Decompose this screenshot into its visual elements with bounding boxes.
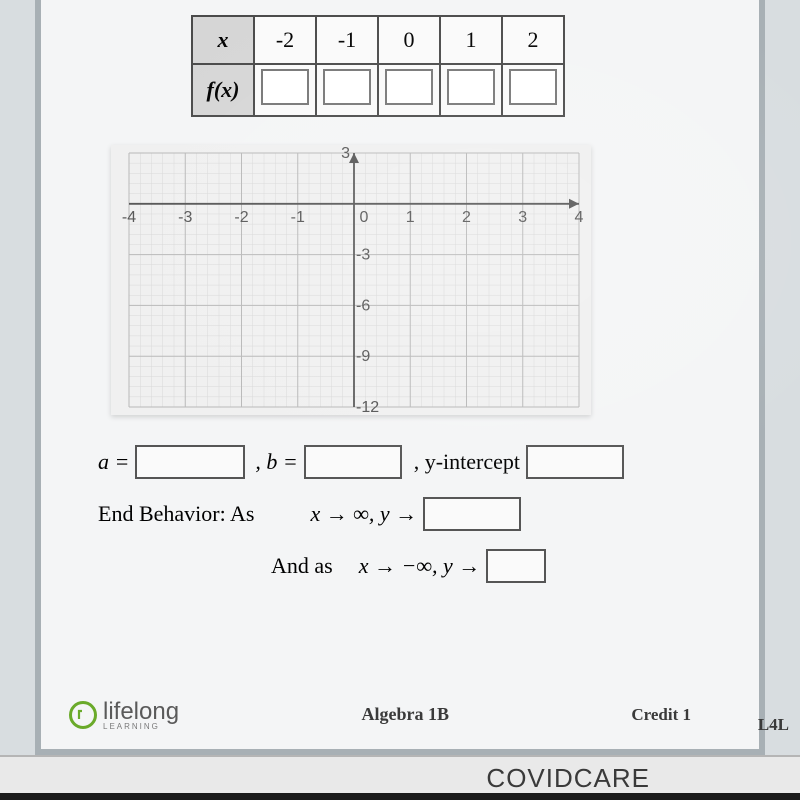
yint-label: , y-intercept	[414, 449, 520, 475]
svg-text:-6: -6	[356, 297, 370, 314]
end-behavior-label: End Behavior: As	[98, 501, 254, 527]
fx-cell-0[interactable]	[254, 64, 316, 116]
b-input[interactable]	[304, 445, 402, 479]
svg-text:3: 3	[341, 145, 350, 162]
fx-cell-3[interactable]	[440, 64, 502, 116]
course-name: Algebra 1B	[361, 704, 449, 725]
fx-header: f(x)	[192, 64, 254, 116]
svg-text:-3: -3	[178, 209, 192, 226]
ab-line: a = , b = , y-intercept	[98, 445, 729, 479]
svg-text:4: 4	[575, 209, 584, 226]
a-input[interactable]	[135, 445, 245, 479]
x-val-1: -1	[316, 16, 378, 64]
limit-neg-input[interactable]	[486, 549, 546, 583]
svg-text:3: 3	[518, 209, 527, 226]
fx-cell-4[interactable]	[502, 64, 564, 116]
limit-pos-input[interactable]	[423, 497, 521, 531]
svg-text:-3: -3	[356, 247, 370, 264]
end-behavior-1: End Behavior: As x → ∞, y →	[98, 497, 729, 531]
worksheet-page: x -2 -1 0 1 2 f(x) -4-3-2-1012343-3-6-9-…	[35, 0, 765, 755]
fx-cell-2[interactable]	[378, 64, 440, 116]
yint-input[interactable]	[526, 445, 624, 479]
svg-text:-9: -9	[356, 348, 370, 365]
svg-text:-1: -1	[291, 209, 305, 226]
graph-svg: -4 -3 -2 -1 0 1 2 3 4 3 -3 -6 -9 -12	[111, 145, 591, 415]
x-val-0: -2	[254, 16, 316, 64]
edge-label: L4L	[758, 715, 789, 735]
b-label: , b =	[255, 449, 297, 475]
svg-text:1: 1	[406, 209, 415, 226]
x-header: x	[192, 16, 254, 64]
black-strip	[0, 793, 800, 800]
function-table: x -2 -1 0 1 2 f(x)	[191, 15, 565, 117]
a-label: a =	[98, 449, 129, 475]
svg-text:-2: -2	[234, 209, 248, 226]
content-area: x -2 -1 0 1 2 f(x) -4-3-2-1012343-3-6-9-…	[41, 0, 759, 583]
limit-pos: x → ∞, y →	[310, 501, 417, 527]
svg-text:0: 0	[360, 209, 369, 226]
and-as-label: And as	[271, 553, 333, 579]
svg-text:2: 2	[462, 209, 471, 226]
covidcare-label: COVIDCARE	[486, 763, 650, 794]
credit-label: Credit 1	[631, 705, 691, 725]
logo: lifelong LEARNING	[69, 698, 179, 731]
coordinate-graph: -4 -3 -2 -1 0 1 2 3 4 3 -3 -6 -9 -12	[111, 145, 591, 415]
os-bottom-bar: COVIDCARE	[0, 755, 800, 800]
svg-text:-12: -12	[356, 399, 379, 415]
svg-text:-4: -4	[122, 209, 136, 226]
x-val-2: 0	[378, 16, 440, 64]
page-footer: lifelong LEARNING Algebra 1B Credit 1	[69, 698, 731, 731]
fx-cell-1[interactable]	[316, 64, 378, 116]
x-val-4: 2	[502, 16, 564, 64]
x-val-3: 1	[440, 16, 502, 64]
end-behavior-2: And as x → −∞, y →	[271, 549, 729, 583]
logo-icon	[69, 701, 97, 729]
limit-neg: x → −∞, y →	[359, 553, 481, 579]
